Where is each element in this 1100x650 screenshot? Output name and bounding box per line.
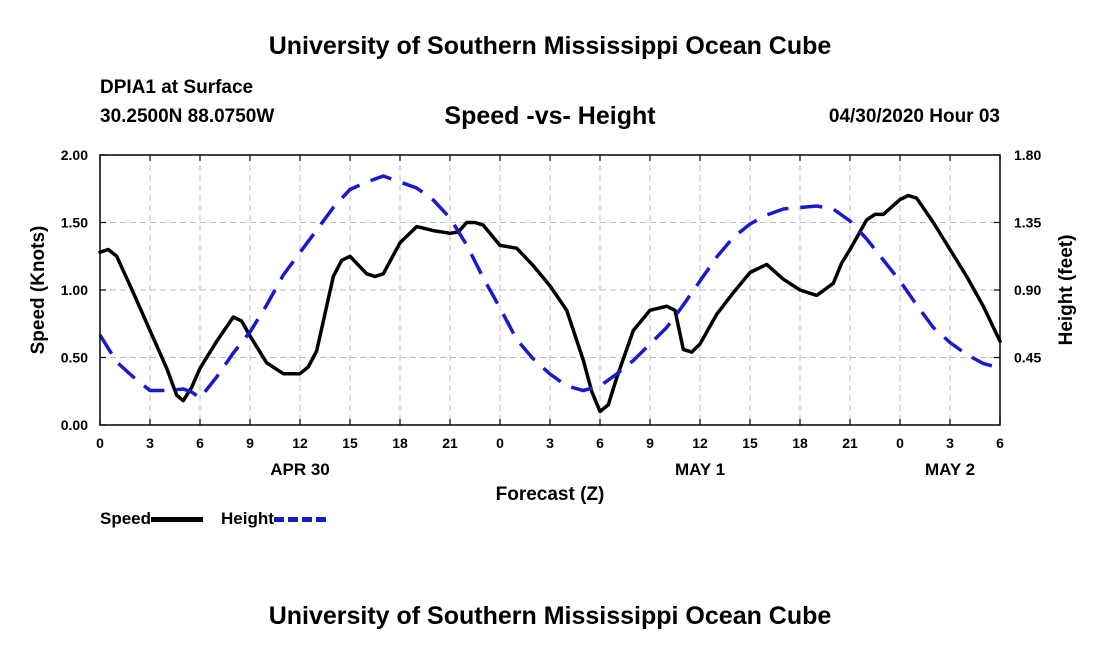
y-tick-label-left: 2.00 — [61, 147, 88, 163]
y-tick-label-right: 1.35 — [1014, 215, 1041, 231]
x-tick-label: 3 — [546, 435, 554, 451]
legend-speed-swatch — [151, 516, 204, 522]
station-label: DPIA1 at Surface — [100, 77, 254, 98]
x-axis-title: Forecast (Z) — [496, 484, 605, 505]
x-tick-label: 0 — [496, 435, 504, 451]
date-label: MAY 2 — [925, 460, 975, 479]
axes: 0 3 6 9 12 15 18 21 0 3 6 9 12 15 18 21 0 3 6 0.00 0.50 1.00 1… — [28, 147, 1077, 505]
footer-title: University of Southern Mississippi Ocean… — [268, 602, 832, 630]
y-tick-label-left: 0.00 — [61, 417, 88, 433]
x-tick-label: 15 — [342, 435, 358, 451]
x-tick-label: 0 — [96, 435, 104, 451]
y-tick-label-left: 1.50 — [61, 215, 88, 231]
y-tick-label-left: 1.00 — [61, 282, 88, 298]
coordinates-label: 30.2500N 88.0750W — [100, 106, 275, 127]
x-tick-label: 21 — [442, 435, 458, 451]
y-axis-title-right: Height (feet) — [1056, 235, 1077, 346]
x-tick-label: 6 — [196, 435, 204, 451]
y-tick-label-right: 1.80 — [1014, 147, 1041, 163]
date-label: APR 30 — [270, 460, 330, 479]
x-tick-label: 12 — [692, 435, 708, 451]
y-tick-label-right: 0.45 — [1014, 350, 1041, 366]
date-label: MAY 1 — [675, 460, 725, 479]
x-tick-label: 21 — [842, 435, 858, 451]
page-title: University of Southern Mississippi Ocean… — [268, 32, 832, 60]
chart-title: Speed -vs- Height — [444, 102, 656, 130]
legend-height-swatch — [273, 516, 326, 522]
x-tick-label: 15 — [742, 435, 758, 451]
x-tick-label: 18 — [392, 435, 408, 451]
y-axis-title-left: Speed (Knots) — [28, 226, 49, 355]
legend: Speed Height — [100, 508, 344, 530]
x-tick-label: 0 — [896, 435, 904, 451]
series-lines — [98, 174, 1002, 414]
legend-height-label: Height — [221, 509, 274, 528]
x-tick-label: 12 — [292, 435, 308, 451]
speed-series-line — [98, 193, 1002, 414]
forecast-datetime: 04/30/2020 Hour 03 — [828, 106, 1000, 127]
x-tick-label: 18 — [792, 435, 808, 451]
y-tick-label-right: 0.90 — [1014, 282, 1041, 298]
x-tick-label: 3 — [146, 435, 154, 451]
x-tick-label: 6 — [596, 435, 604, 451]
x-tick-label: 9 — [246, 435, 254, 451]
grid-lines — [100, 155, 1000, 425]
x-tick-label: 3 — [946, 435, 954, 451]
height-series-line — [98, 174, 1001, 400]
x-tick-label: 6 — [996, 435, 1004, 451]
x-tick-label: 9 — [646, 435, 654, 451]
legend-speed-label: Speed — [100, 509, 152, 528]
y-tick-label-left: 0.50 — [61, 350, 88, 366]
